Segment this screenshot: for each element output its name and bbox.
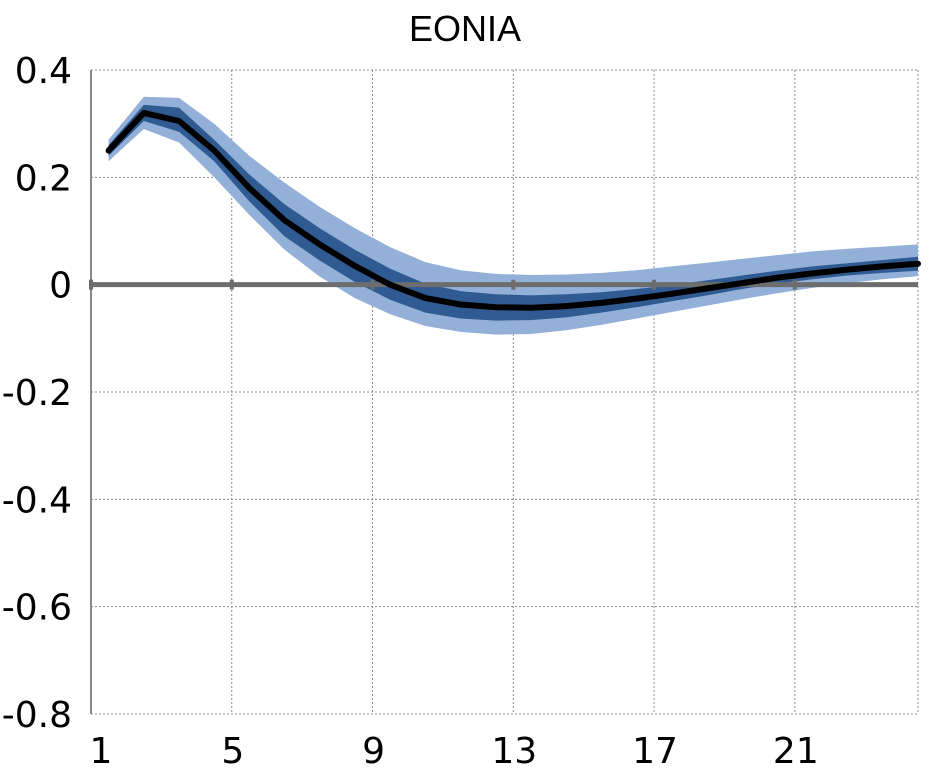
x-tick-label: 9: [362, 731, 385, 772]
median-point: [319, 243, 321, 245]
y-tick-label: -0.2: [2, 373, 72, 414]
y-tick-labels: 0.4 0.2 0 -0.2 -0.4 -0.6 -0.8: [2, 51, 72, 736]
median-line: [105, 109, 921, 311]
median-point: [917, 263, 919, 265]
x-tick-label: 1: [90, 731, 113, 772]
y-tick-label: -0.8: [2, 695, 72, 736]
x-tick-label: 21: [773, 731, 819, 772]
median-point: [847, 269, 849, 271]
median-point: [811, 272, 813, 274]
median-point: [178, 120, 180, 122]
median-point: [108, 150, 110, 151]
x-tick-label: 5: [221, 731, 244, 772]
median-point: [143, 112, 145, 114]
median-points: [108, 112, 919, 309]
median-point: [530, 307, 532, 309]
x-tick-label: 13: [491, 731, 537, 772]
y-tick-label: 0: [49, 266, 72, 307]
y-tick-label: 0.4: [15, 51, 72, 92]
y-tick-label: -0.6: [2, 588, 72, 629]
median-point: [565, 305, 567, 307]
median-point: [600, 302, 602, 304]
median-point: [635, 298, 637, 300]
median-point: [776, 277, 778, 279]
median-point: [248, 187, 250, 189]
median-point: [284, 219, 286, 221]
x-tick-labels: 1 5 9 13 17 21: [89, 279, 819, 772]
chart-title: EONIA: [409, 8, 521, 49]
y-tick-label: -0.4: [2, 480, 72, 521]
median-point: [354, 265, 356, 267]
median-point: [213, 150, 215, 151]
median-point: [671, 293, 673, 295]
median-point: [495, 306, 497, 308]
median-point: [389, 284, 391, 286]
outer-band: [108, 96, 919, 335]
median-point: [706, 287, 708, 289]
median-point: [882, 265, 884, 267]
x-tick-label: 17: [632, 731, 678, 772]
median-point: [741, 282, 743, 284]
median-point: [460, 304, 462, 306]
y-tick-label: 0.2: [15, 158, 72, 199]
median-point: [424, 297, 426, 299]
